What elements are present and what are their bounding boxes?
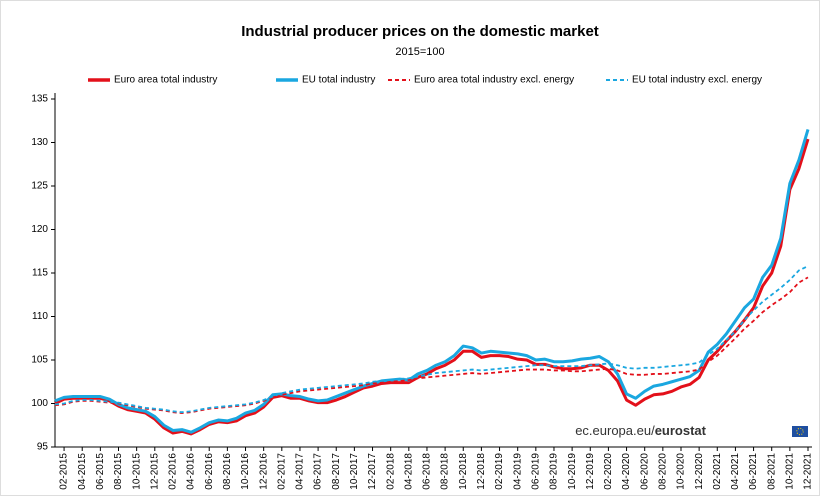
x-tick-label: 02-2020 (603, 453, 614, 490)
x-tick-label: 02-2017 (276, 453, 287, 490)
x-tick-label: 12-2020 (694, 453, 705, 490)
x-tick-label: 08-2017 (331, 453, 342, 490)
x-tick-label: 12-2019 (585, 453, 596, 490)
x-tick-label: 06-2020 (639, 453, 650, 490)
x-tick-label: 12-2016 (258, 453, 269, 490)
chart-title: Industrial producer prices on the domest… (241, 23, 599, 40)
legend-label: EU total industry (302, 75, 375, 86)
x-tick-label: 04-2018 (403, 453, 414, 490)
legend-label: EU total industry excl. energy (632, 75, 762, 86)
y-tick-label: 130 (31, 137, 48, 148)
x-tick-label: 10-2021 (784, 453, 795, 490)
legend-label: Euro area total industry (114, 75, 217, 86)
x-tick-label: 12-2017 (367, 453, 378, 490)
x-tick-label: 06-2019 (530, 453, 541, 490)
x-tick-label: 12-2018 (476, 453, 487, 490)
x-tick-label: 04-2017 (295, 453, 306, 490)
x-tick-label: 10-2018 (458, 453, 469, 490)
x-tick-label: 02-2019 (494, 453, 505, 490)
y-tick-label: 95 (37, 442, 49, 453)
y-tick-label: 105 (31, 355, 48, 366)
x-tick-label: 10-2016 (240, 453, 251, 490)
x-tick-label: 02-2015 (59, 453, 70, 490)
x-tick-label: 08-2021 (766, 453, 777, 490)
x-tick-label: 06-2018 (422, 453, 433, 490)
x-tick-label: 12-2015 (149, 453, 160, 490)
line (54, 129, 810, 434)
x-tick-label: 08-2019 (549, 453, 560, 490)
y-tick-label: 135 (31, 94, 48, 105)
legend-label: Euro area total industry excl. energy (414, 75, 574, 86)
x-tick-label: 06-2016 (204, 453, 215, 490)
x-tick-label: 10-2015 (131, 453, 142, 490)
x-tick-label: 02-2021 (712, 453, 723, 490)
dashed-line (54, 265, 809, 414)
y-tick-label: 125 (31, 181, 48, 192)
x-tick-label: 06-2017 (313, 453, 324, 490)
x-tick-label: 08-2018 (440, 453, 451, 490)
line (54, 138, 810, 436)
y-tick-label: 120 (31, 224, 48, 235)
chart-subtitle: 2015=100 (395, 46, 444, 58)
y-tick-label: 115 (32, 268, 48, 279)
y-tick-label: 100 (31, 398, 48, 409)
x-tick-label: 10-2017 (349, 453, 360, 490)
x-tick-label: 04-2021 (730, 453, 741, 490)
eu-flag (792, 426, 808, 437)
x-tick-label: 06-2015 (95, 453, 106, 490)
x-tick-label: 06-2021 (748, 453, 759, 490)
x-tick-label: 04-2019 (512, 453, 523, 490)
x-tick-label: 02-2018 (385, 453, 396, 490)
source: ec.europa.eu/eurostat (575, 423, 706, 438)
x-tick-label: 12-2021 (803, 453, 814, 490)
y-tick-label: 110 (32, 311, 48, 322)
x-tick-label: 02-2016 (168, 453, 179, 490)
x-tick-label: 08-2016 (222, 453, 233, 490)
source-url: ec.europa.eu/ (575, 423, 655, 438)
x-tick-label: 04-2020 (621, 453, 632, 490)
x-tick-label: 10-2019 (567, 453, 578, 490)
x-tick-label: 04-2015 (77, 453, 88, 490)
x-tick-label: 10-2020 (676, 453, 687, 490)
x-tick-label: 08-2015 (113, 453, 124, 490)
x-tick-label: 08-2020 (657, 453, 668, 490)
x-tick-label: 04-2016 (186, 453, 197, 490)
source-brand: eurostat (655, 423, 707, 438)
